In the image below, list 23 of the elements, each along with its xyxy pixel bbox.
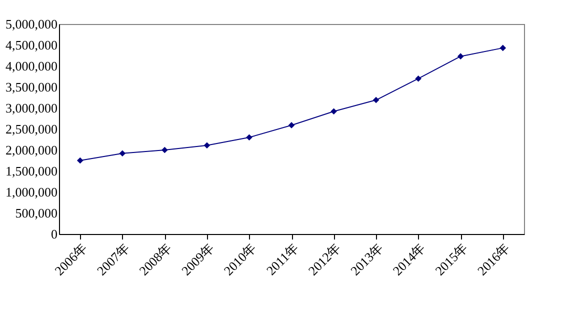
y-tick-label: 0 [51,226,58,242]
y-tick-label: 1,500,000 [6,164,58,178]
y-tick-label: 2,000,000 [6,142,58,158]
y-tick-label: 4,500,000 [6,38,58,52]
x-tick-label: 2011年 [263,240,302,278]
point [500,44,506,52]
y-tick-label: 5,000,000 [6,16,58,32]
point [415,75,422,82]
point [162,146,168,154]
y-tick-label: 2,500,000 [6,122,58,136]
point [246,134,252,141]
y-tick-label: 500,000 [15,206,58,220]
point [457,53,464,60]
point [204,142,210,149]
y-tick-label: 4,000,000 [6,58,58,74]
point [288,122,295,128]
y-tick-label: 3,000,000 [6,100,58,116]
point [76,157,84,164]
point [372,96,380,104]
y-tick-label: 3,500,000 [6,80,58,94]
y-tick-label: 1,000,000 [6,184,58,200]
point [330,108,337,115]
point [119,150,126,157]
